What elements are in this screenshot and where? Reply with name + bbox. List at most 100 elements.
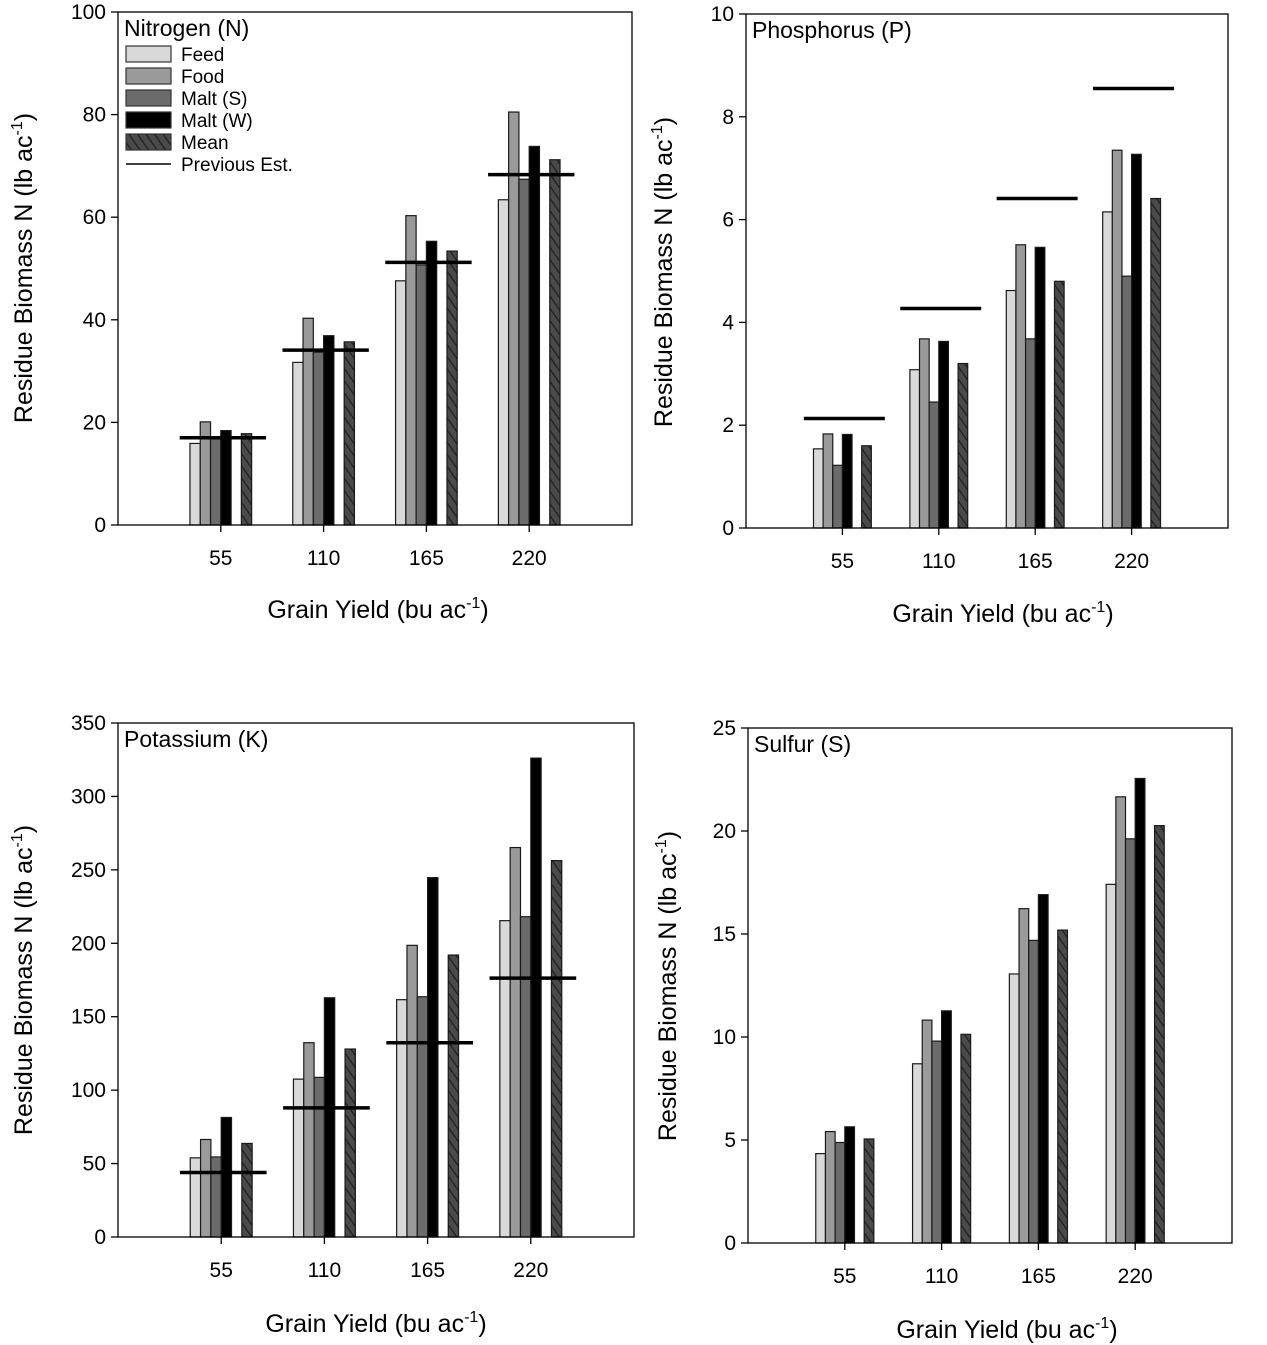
bar-mean-110 <box>344 1048 356 1238</box>
x-axis-title: Grain Yield (bu ac-1) <box>265 1309 486 1338</box>
bar-mean-55 <box>241 1142 253 1238</box>
bar-food-165 <box>1015 244 1027 529</box>
x-tick-label: 110 <box>922 550 955 573</box>
bar-feed-110 <box>911 1063 923 1244</box>
bar-malt-s-110 <box>312 351 325 526</box>
bar-feed-55 <box>812 448 824 529</box>
panel-title: Potassium (K) <box>124 726 268 752</box>
y-tick-label: 0 <box>724 1232 736 1255</box>
x-tick-label: 110 <box>925 1265 958 1288</box>
x-axis-title: Grain Yield (bu ac-1) <box>267 595 488 624</box>
legend-label: Malt (S) <box>181 89 248 110</box>
bar-malt-w-165 <box>1037 894 1049 1244</box>
x-axis-title-text: Grain Yield (bu ac <box>267 596 466 624</box>
y-axis-title-end: ) <box>10 113 38 121</box>
legend-label: Food <box>181 67 224 88</box>
bar-mean-110 <box>957 362 969 529</box>
bar-malt-s-220 <box>1124 838 1136 1244</box>
bar-mean-110 <box>960 1033 972 1244</box>
bar-food-220 <box>1115 796 1127 1244</box>
bar-feed-165 <box>394 280 407 526</box>
x-tick-label: 165 <box>409 547 444 570</box>
bar-food-55 <box>822 433 834 529</box>
bar-malt-s-110 <box>928 401 940 529</box>
x-tick-label: 165 <box>1018 550 1053 573</box>
bar-mean-165 <box>1057 929 1069 1244</box>
bar-mean-220 <box>1150 197 1162 529</box>
y-axis-title: Residue Biomass N (lb ac-1) <box>649 117 678 427</box>
bar-food-110 <box>918 338 930 529</box>
bar-mean-220 <box>1153 825 1165 1244</box>
bar-food-110 <box>921 1019 933 1244</box>
x-axis-title-end: ) <box>480 596 488 624</box>
bar-malt-s-165 <box>416 996 429 1238</box>
plot-frame <box>117 11 633 526</box>
bar-mean-110 <box>343 341 356 526</box>
x-axis-title-end: ) <box>1105 600 1113 628</box>
y-tick-label: 60 <box>83 206 106 229</box>
y-axis-title: Residue Biomass N (lb ac-1) <box>9 113 38 423</box>
y-tick-label: 150 <box>71 1006 106 1029</box>
bar-malt-w-220 <box>1130 153 1142 529</box>
bar-food-165 <box>1018 908 1030 1244</box>
bar-feed-220 <box>499 920 511 1238</box>
bar-malt-s-55 <box>209 437 222 526</box>
plot-frame <box>745 13 1229 529</box>
x-tick-label: 55 <box>210 1259 233 1282</box>
y-axis-title-end: ) <box>10 825 38 833</box>
legend-swatch-feed <box>125 45 172 63</box>
bar-malt-s-55 <box>832 464 844 529</box>
y-tick-label: 350 <box>71 712 106 735</box>
legend-label: Previous Est. <box>181 155 293 176</box>
plot-frame <box>747 727 1233 1244</box>
y-tick-label: 50 <box>83 1153 106 1176</box>
bar-food-110 <box>303 1042 315 1238</box>
bar-food-55 <box>824 1130 836 1244</box>
x-tick-label: 110 <box>307 547 340 570</box>
y-tick-label: 20 <box>83 411 106 434</box>
x-axis-title-superscript: -1 <box>464 1309 478 1326</box>
x-axis-title-end: ) <box>1109 1316 1117 1344</box>
bar-malt-w-110 <box>938 340 950 529</box>
x-axis-title-superscript: -1 <box>466 595 480 612</box>
bar-malt-s-220 <box>518 178 530 526</box>
bar-malt-s-165 <box>1028 939 1039 1244</box>
bar-feed-55 <box>189 442 201 526</box>
y-axis-title-text: Residue Biomass N (lb ac <box>650 139 678 427</box>
y-tick-label: 6 <box>722 209 734 232</box>
panel-title: Phosphorus (P) <box>752 17 912 43</box>
y-tick-label: 2 <box>722 414 734 437</box>
panel-potassium-k: 0 50 100 150 200 250 300 350 55 110 165 220 Potassiu… <box>9 712 635 1338</box>
bar-mean-165 <box>447 954 460 1238</box>
bar-feed-55 <box>189 1157 202 1238</box>
panel-sulfur-s: 0 5 10 15 20 25 55 110 165 220 Sulfur (S) Grain Yie… <box>653 717 1233 1344</box>
legend-swatch-malt-s <box>125 89 172 107</box>
y-axis-title: Residue Biomass N (lb ac-1) <box>9 825 38 1135</box>
y-tick-label: 40 <box>83 309 106 332</box>
bar-food-55 <box>199 1138 212 1238</box>
bar-malt-w-110 <box>323 997 336 1238</box>
bar-mean-55 <box>240 433 253 526</box>
bar-malt-w-110 <box>323 335 335 526</box>
bar-food-220 <box>509 846 522 1238</box>
bar-malt-s-165 <box>1024 338 1036 529</box>
x-axis-title-text: Grain Yield (bu ac <box>265 1310 464 1338</box>
bar-malt-w-55 <box>841 433 853 529</box>
y-axis-title-superscript: -1 <box>9 833 26 847</box>
panel-title: Nitrogen (N) <box>124 15 249 41</box>
y-tick-label: 300 <box>71 785 106 808</box>
bar-feed-165 <box>396 999 408 1238</box>
x-tick-label: 55 <box>833 1265 856 1288</box>
bar-feed-220 <box>497 199 510 526</box>
panel-title: Sulfur (S) <box>754 731 851 757</box>
y-tick-label: 250 <box>71 859 106 882</box>
bar-malt-w-55 <box>844 1126 856 1244</box>
bar-malt-s-55 <box>210 1156 222 1238</box>
bar-malt-w-165 <box>1034 246 1046 529</box>
y-axis-title-text: Residue Biomass N (lb ac <box>654 853 682 1141</box>
y-tick-label: 100 <box>71 1 106 24</box>
legend-swatch-mean <box>125 133 172 151</box>
y-tick-label: 0 <box>722 517 734 540</box>
x-axis-title-text: Grain Yield (bu ac <box>892 600 1091 628</box>
